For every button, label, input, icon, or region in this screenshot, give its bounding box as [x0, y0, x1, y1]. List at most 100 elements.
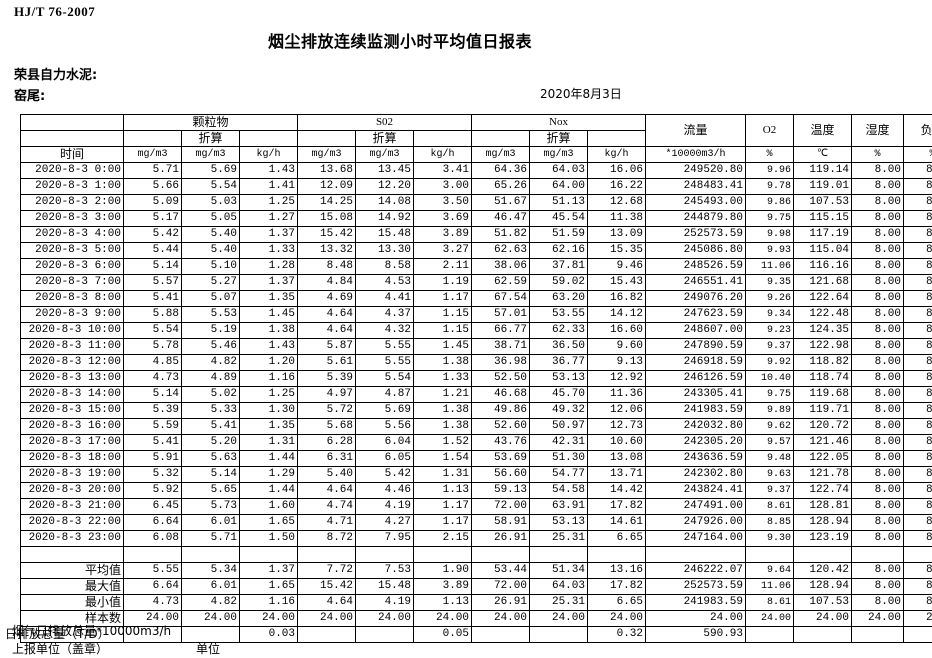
summary-row: 平均值 5.55 5.34 1.37 7.72 7.53 1.90 53.44 51.34 13.… [20, 562, 932, 579]
site-name: 窑尾: [14, 89, 46, 104]
cell-value: 80.00 [903, 530, 932, 547]
group-header-row: 颗粒物 S02 Nox 流量 O2 温度 湿度 负荷 [20, 114, 932, 147]
cell-value: 15.42 [297, 226, 356, 243]
cell-value: 8.00 [851, 178, 904, 195]
unit-header-row: 时间 mg/m3 mg/m3 kg/h mg/m3 mg/m3 kg/h mg/… [20, 146, 932, 163]
cell-value: 80.00 [903, 370, 932, 387]
cell-value: 9.93 [745, 242, 794, 259]
cell-value: 6.45 [123, 498, 182, 515]
table-row: 2020-8-3 13:00 4.73 4.89 1.16 5.39 5.54 1.33 52… [20, 370, 932, 387]
cell-value: 244879.80 [645, 210, 746, 227]
cell-value: 5.65 [181, 482, 240, 499]
group-blank [20, 114, 124, 131]
cell-value: 43.76 [471, 434, 530, 451]
cell-value: 4.73 [123, 370, 182, 387]
cell-value: 63.91 [529, 498, 588, 515]
cell-time: 2020-8-3 1:00 [20, 178, 124, 195]
summary-value: 24.00 [587, 610, 646, 627]
cell-value: 11.36 [587, 386, 646, 403]
cell-value: 4.64 [297, 322, 356, 339]
cell-value: 14.25 [297, 194, 356, 211]
unit-temperature: ℃ [793, 146, 852, 163]
cell-value: 245493.00 [645, 194, 746, 211]
cell-value: 116.16 [793, 258, 852, 275]
summary-value: 4.82 [181, 594, 240, 611]
cell-value: 9.35 [745, 274, 794, 291]
summary-value: 241983.59 [645, 594, 746, 611]
summary-value: 80.00 [903, 594, 932, 611]
cell-value: 1.38 [239, 322, 298, 339]
summary-value: 25.31 [529, 594, 588, 611]
cell-value: 6.04 [355, 434, 414, 451]
cell-value: 51.13 [529, 194, 588, 211]
cell-value: 1.60 [239, 498, 298, 515]
cell-value: 12.68 [587, 194, 646, 211]
cell-time: 2020-8-3 4:00 [20, 226, 124, 243]
cell-value: 37.81 [529, 258, 588, 275]
summary-value: 80.00 [903, 562, 932, 579]
table-row: 2020-8-3 18:00 5.91 5.63 1.44 6.31 6.05 1.54 53… [20, 450, 932, 467]
table-row: 2020-8-3 8:00 5.41 5.07 1.35 4.69 4.41 1.17 67.… [20, 290, 932, 307]
summary-label: 最大值 [20, 578, 124, 595]
cell-time: 2020-8-3 9:00 [20, 306, 124, 323]
cell-value: 80.00 [903, 418, 932, 435]
summary-value: 252573.59 [645, 578, 746, 595]
table-row: 2020-8-3 23:00 6.08 5.71 1.50 8.72 7.95 2.15 26… [20, 530, 932, 547]
cell-value: 117.19 [793, 226, 852, 243]
cell-value: 9.75 [745, 210, 794, 227]
table-row: 2020-8-3 7:00 5.57 5.27 1.37 4.84 4.53 1.19 62.… [20, 274, 932, 291]
cell-value: 5.44 [123, 242, 182, 259]
summary-value: 24.00 [297, 610, 356, 627]
cell-value: 1.17 [413, 290, 472, 307]
group-nox: Nox [471, 114, 646, 131]
daily-total-value [471, 626, 530, 643]
cell-value: 4.82 [181, 354, 240, 371]
sub-nox-measured [471, 130, 530, 147]
cell-value: 6.65 [587, 530, 646, 547]
cell-value: 1.45 [239, 306, 298, 323]
spacer-cell [793, 546, 852, 563]
unit-particulate-rate: kg/h [239, 146, 298, 163]
cell-value: 9.92 [745, 354, 794, 371]
cell-value: 8.00 [851, 210, 904, 227]
cell-value: 8.00 [851, 482, 904, 499]
summary-value: 24.00 [181, 610, 240, 627]
cell-value: 64.00 [529, 178, 588, 195]
cell-value: 8.48 [297, 258, 356, 275]
table-row: 2020-8-3 9:00 5.88 5.53 1.45 4.64 4.37 1.15 57.… [20, 306, 932, 323]
sub-so2-converted: 折算 [355, 130, 414, 147]
cell-value: 123.19 [793, 530, 852, 547]
cell-value: 242305.20 [645, 434, 746, 451]
unit-o2: % [745, 146, 794, 163]
cell-value: 122.64 [793, 290, 852, 307]
cell-value: 1.38 [413, 354, 472, 371]
cell-value: 65.26 [471, 178, 530, 195]
cell-value: 5.40 [181, 242, 240, 259]
cell-value: 25.31 [529, 530, 588, 547]
cell-value: 54.58 [529, 482, 588, 499]
daily-total-value [745, 626, 794, 643]
cell-value: 8.00 [851, 242, 904, 259]
daily-total-value [181, 626, 240, 643]
cell-value: 5.71 [181, 530, 240, 547]
cell-value: 50.97 [529, 418, 588, 435]
cell-value: 51.82 [471, 226, 530, 243]
cell-value: 2.15 [413, 530, 472, 547]
cell-value: 5.53 [181, 306, 240, 323]
cell-time: 2020-8-3 17:00 [20, 434, 124, 451]
summary-value: 24.00 [529, 610, 588, 627]
spacer-cell [745, 546, 794, 563]
cell-value: 246126.59 [645, 370, 746, 387]
cell-value: 119.68 [793, 386, 852, 403]
cell-value: 13.32 [297, 242, 356, 259]
cell-time: 2020-8-3 3:00 [20, 210, 124, 227]
cell-value: 122.05 [793, 450, 852, 467]
summary-value: 8.61 [745, 594, 794, 611]
cell-value: 80.00 [903, 226, 932, 243]
cell-value: 115.04 [793, 242, 852, 259]
cell-value: 4.27 [355, 514, 414, 531]
daily-total-row: 日排放总量（T/D） 0.03 0.05 0.32 590.93 [5, 626, 932, 643]
cell-value: 1.25 [239, 386, 298, 403]
cell-value: 5.73 [181, 498, 240, 515]
unit-particulate-measured: mg/m3 [123, 146, 182, 163]
